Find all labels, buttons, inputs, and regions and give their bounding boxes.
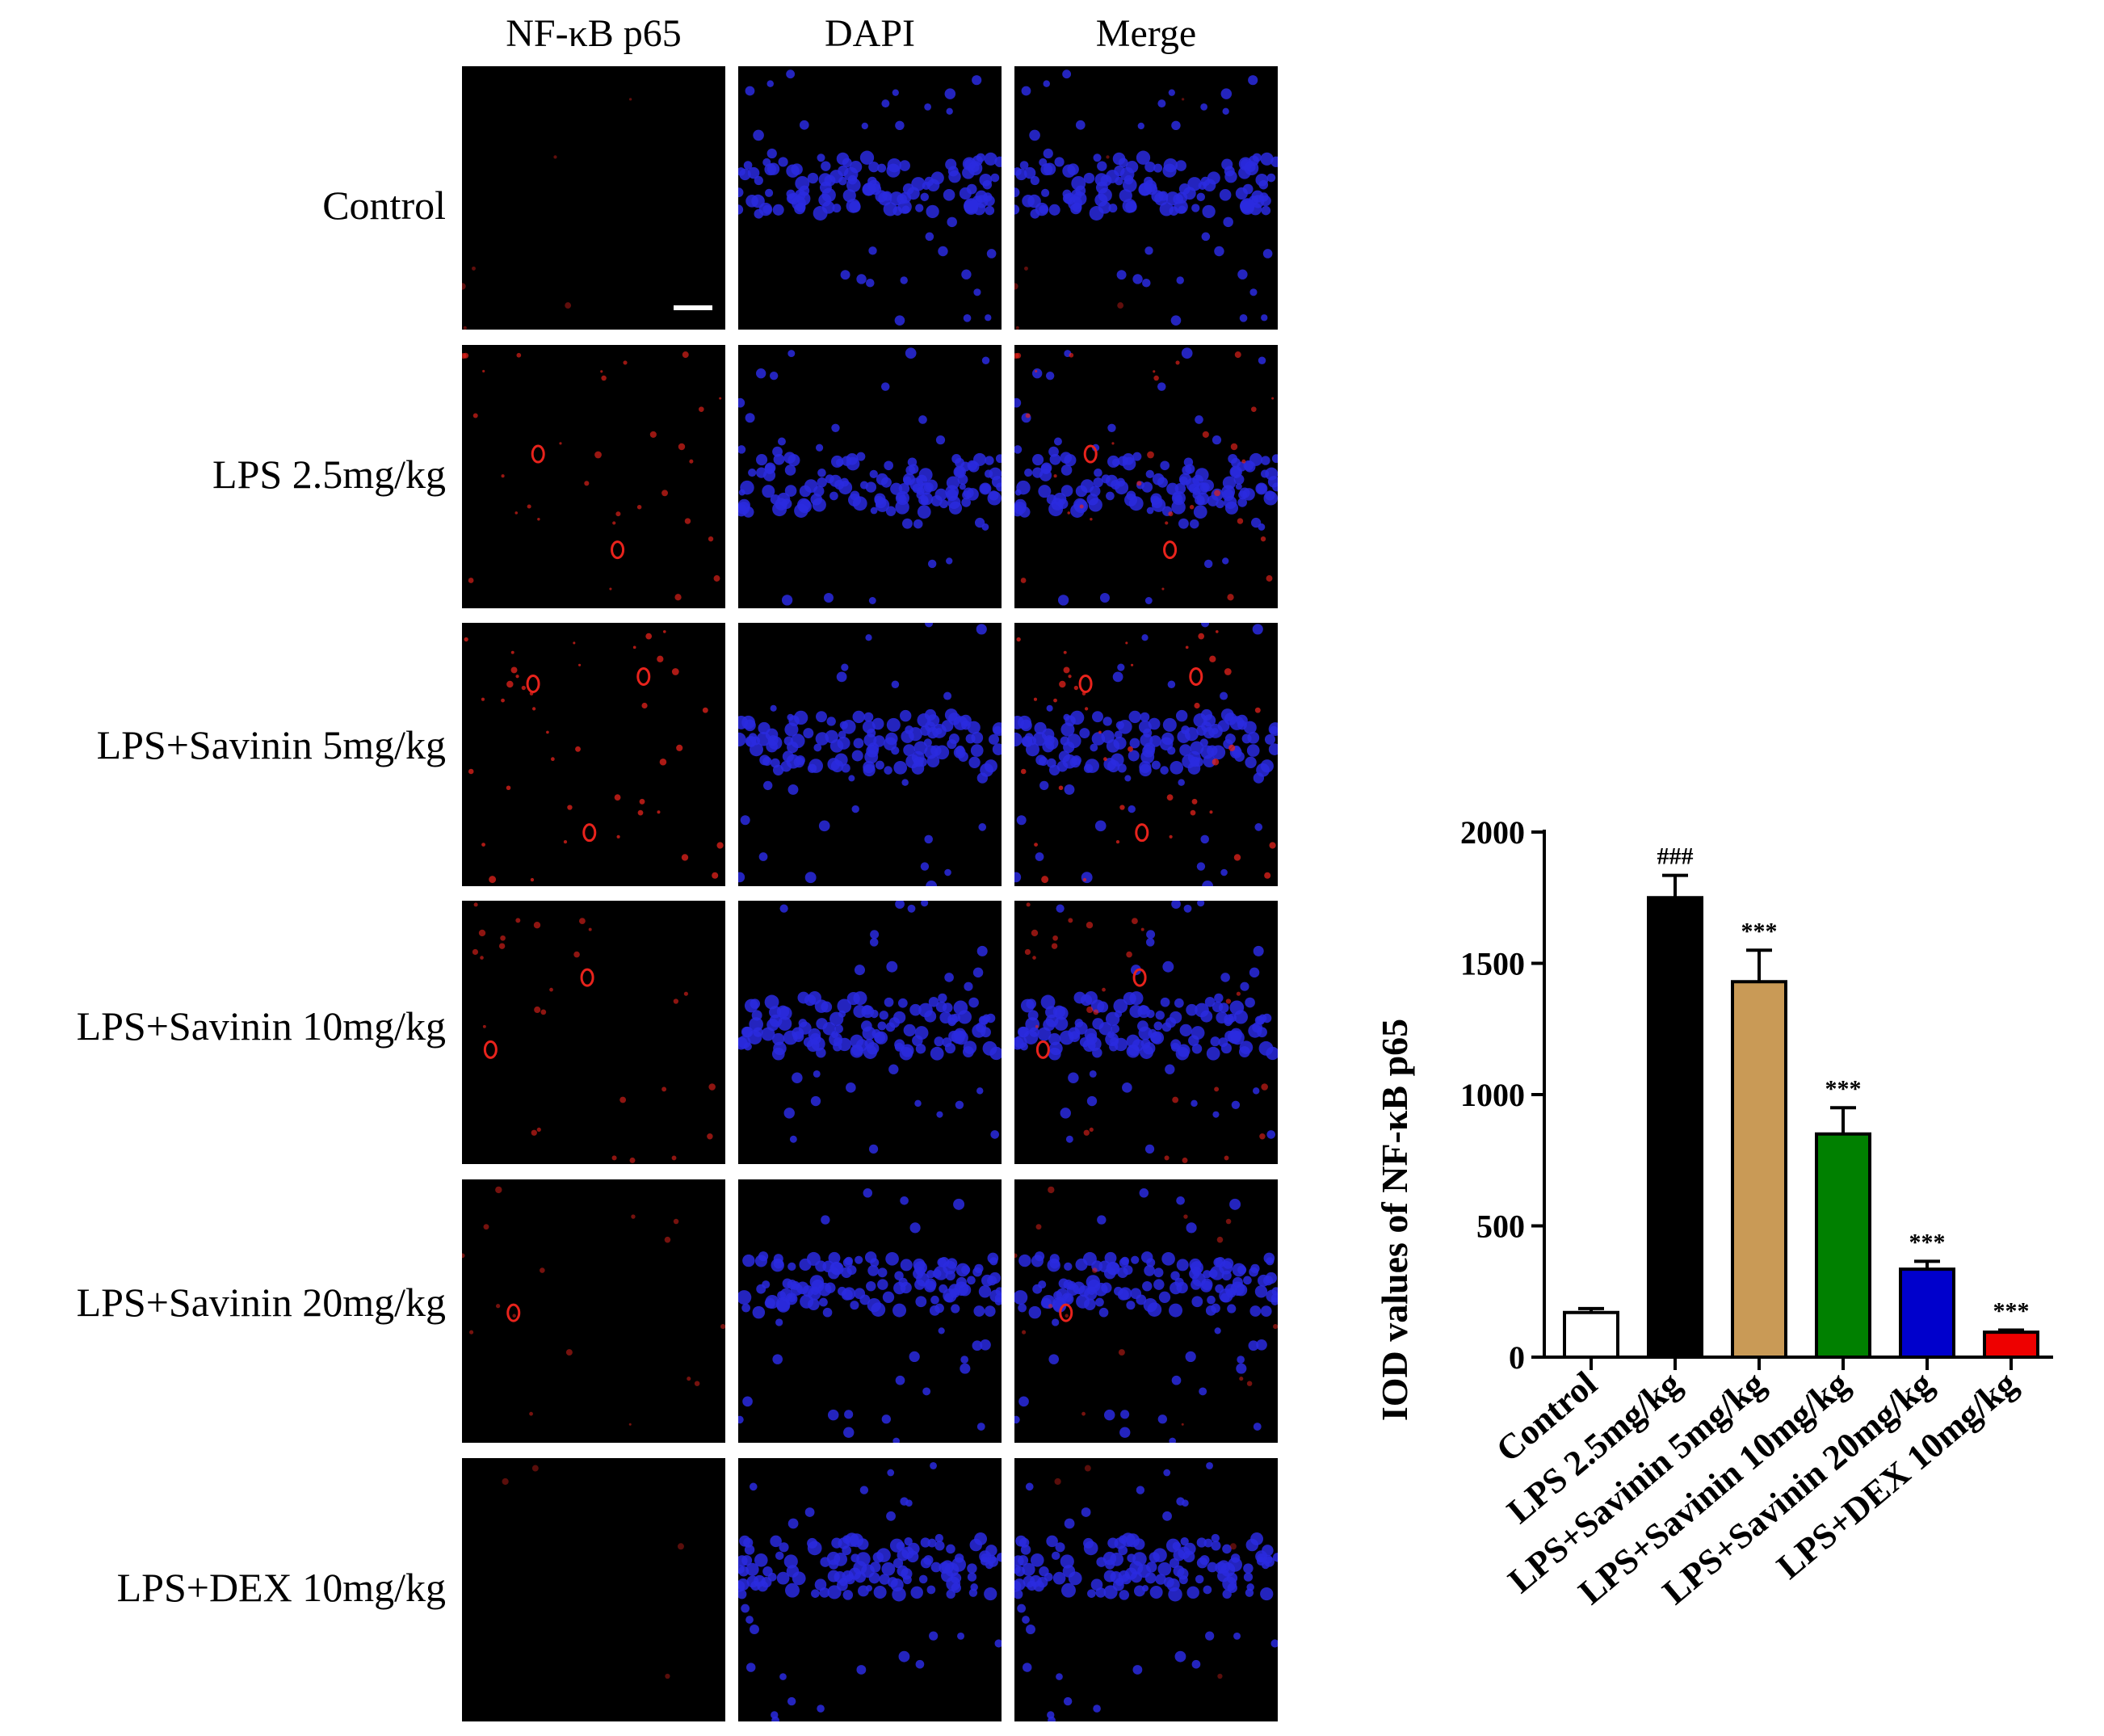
col-header-merge: Merge — [1095, 12, 1197, 55]
y-axis-label: IOD values of NF-κB p65 — [1374, 1019, 1415, 1421]
micrograph-nfkb-row-5 — [462, 1179, 725, 1443]
bar — [1815, 1132, 1871, 1359]
micrograph-dapi-row-6 — [738, 1458, 1002, 1721]
micrograph-dapi-row-1 — [738, 66, 1002, 330]
col-header-nfkb: NF-κB p65 — [506, 12, 682, 55]
y-tick-label: 0 — [1509, 1339, 1525, 1376]
micrograph-nfkb-row-1 — [462, 66, 725, 330]
significance-annotation: ### — [1657, 843, 1694, 870]
row-label-savinin-20: LPS+Savinin 20mg/kg — [76, 1280, 446, 1325]
micrograph-nfkb-row-4 — [462, 901, 725, 1164]
y-axis: 0 500 1000 1500 2000 — [1460, 814, 1546, 1376]
bars: ### *** *** *** *** — [1563, 843, 2039, 1359]
micrograph-nfkb-row-3 — [462, 623, 725, 886]
micrograph-dapi-row-2 — [738, 345, 1002, 608]
y-tick-label: 2000 — [1460, 814, 1525, 851]
micrograph-nfkb-row-2 — [462, 345, 725, 608]
significance-annotation: *** — [1825, 1075, 1862, 1102]
col-header-dapi: DAPI — [824, 12, 915, 55]
row-label-dex: LPS+DEX 10mg/kg — [116, 1565, 446, 1610]
micrograph-dapi-row-4 — [738, 901, 1002, 1164]
bar — [1563, 1310, 1619, 1359]
significance-annotation: *** — [1909, 1229, 1946, 1255]
micrograph-merge-row-2 — [1014, 345, 1278, 608]
micrograph-dapi-row-5 — [738, 1179, 1002, 1443]
micrograph-nfkb-row-6 — [462, 1458, 725, 1721]
y-tick-label: 1000 — [1460, 1077, 1525, 1113]
bar — [1983, 1330, 2039, 1359]
row-label-lps: LPS 2.5mg/kg — [212, 452, 446, 497]
micrograph-merge-row-5 — [1014, 1179, 1278, 1443]
bar — [1731, 980, 1787, 1359]
micrograph-merge-row-4 — [1014, 901, 1278, 1164]
micrograph-merge-row-1 — [1014, 66, 1278, 330]
row-label-savinin-10: LPS+Savinin 10mg/kg — [76, 1003, 446, 1049]
bar — [1899, 1267, 1955, 1359]
significance-annotation: *** — [1741, 918, 1778, 944]
micrograph-merge-row-6 — [1014, 1458, 1278, 1721]
micrograph-merge-row-3 — [1014, 623, 1278, 886]
y-tick-label: 1500 — [1460, 946, 1525, 982]
iod-bar-chart: IOD values of NF-κB p65 0 500 1000 1500 2000… — [1374, 814, 2053, 1612]
row-label-savinin-5: LPS+Savinin 5mg/kg — [96, 722, 446, 767]
y-tick-label: 500 — [1476, 1208, 1525, 1245]
bar — [1647, 896, 1703, 1359]
row-label-control: Control — [322, 183, 446, 228]
scale-bar — [674, 305, 712, 310]
significance-annotation: *** — [1993, 1298, 2030, 1325]
micrograph-dapi-row-3 — [738, 623, 1002, 886]
